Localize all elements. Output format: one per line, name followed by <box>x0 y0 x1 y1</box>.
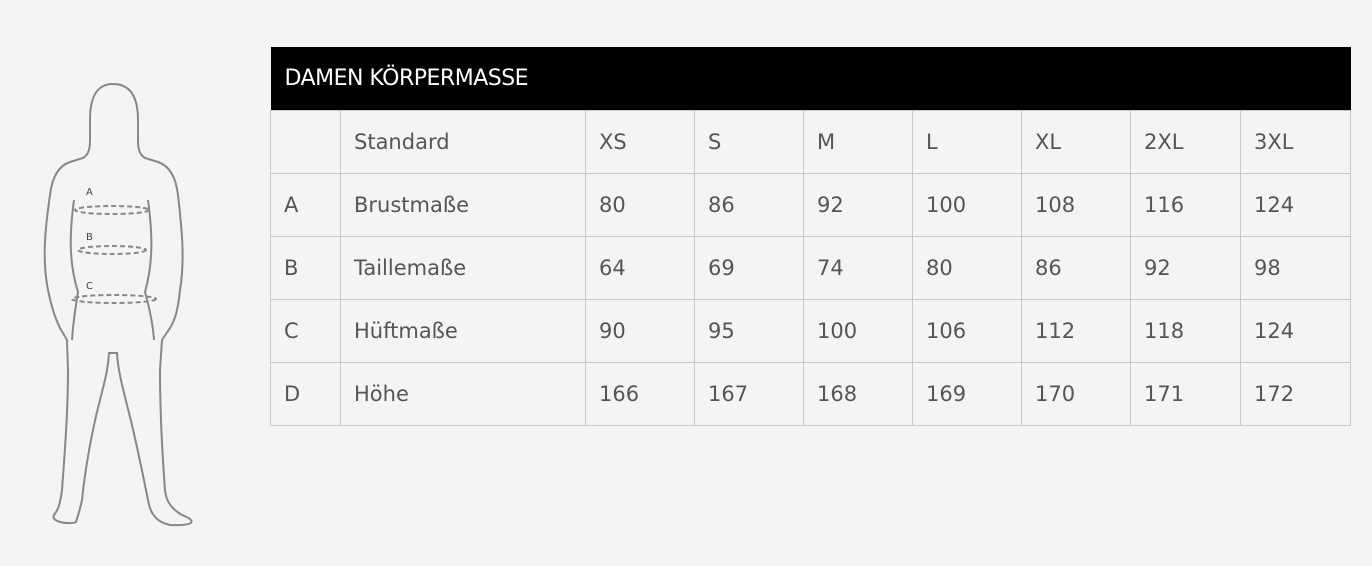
table-row: D Höhe 166 167 168 169 170 171 172 <box>270 362 1352 426</box>
table-cell: 124 <box>1239 173 1352 237</box>
header-cell: XL <box>1021 110 1131 174</box>
header-cell: M <box>803 110 913 174</box>
table-cell: 80 <box>585 173 695 237</box>
table-cell: Höhe <box>340 362 586 426</box>
header-row: Standard XS S M L XL 2XL 3XL <box>270 110 1352 174</box>
table-title: DAMEN KÖRPERMASSE <box>270 47 1351 111</box>
label-a: A <box>86 187 93 198</box>
size-chart-table: DAMEN KÖRPERMASSE Standard XS S M L XL 2… <box>270 47 1352 426</box>
label-c: C <box>86 281 93 292</box>
table-cell: 171 <box>1130 362 1241 426</box>
table-cell: 92 <box>1130 236 1241 300</box>
table-cell: 112 <box>1021 299 1131 363</box>
header-cell: S <box>694 110 804 174</box>
table-cell: 170 <box>1021 362 1131 426</box>
table-cell: 172 <box>1239 362 1352 426</box>
table-cell: A <box>270 173 341 237</box>
table-cell: D <box>270 362 341 426</box>
table-cell: B <box>270 236 341 300</box>
table-cell: 168 <box>803 362 913 426</box>
table-cell: 64 <box>585 236 695 300</box>
table-cell: 86 <box>694 173 804 237</box>
table-cell: 118 <box>1130 299 1241 363</box>
table-cell: 100 <box>912 173 1022 237</box>
measure-line-a <box>74 205 150 215</box>
table-cell: 90 <box>585 299 695 363</box>
body-outline <box>43 82 193 527</box>
inner-arm-lines <box>69 199 155 341</box>
header-cell: XS <box>585 110 695 174</box>
header-cell: 3XL <box>1239 110 1352 174</box>
table-cell: 108 <box>1021 173 1131 237</box>
measure-line-b <box>77 245 147 255</box>
table-cell: 116 <box>1130 173 1241 237</box>
table-cell: 80 <box>912 236 1022 300</box>
table-cell: 69 <box>694 236 804 300</box>
table-cell: 106 <box>912 299 1022 363</box>
measure-line-c <box>71 294 157 304</box>
table-row: C Hüftmaße 90 95 100 106 112 118 124 <box>270 299 1352 363</box>
table-row: B Taillemaße 64 69 74 80 86 92 98 <box>270 236 1352 300</box>
table-cell: 98 <box>1239 236 1352 300</box>
table-cell: 124 <box>1239 299 1352 363</box>
table-cell: 100 <box>803 299 913 363</box>
table-cell: Hüftmaße <box>340 299 586 363</box>
table-cell: 74 <box>803 236 913 300</box>
table-cell: Taillemaße <box>340 236 586 300</box>
table-cell: 86 <box>1021 236 1131 300</box>
table-cell: C <box>270 299 341 363</box>
table-cell: Brustmaße <box>340 173 586 237</box>
table-cell: 166 <box>585 362 695 426</box>
table-cell: 95 <box>694 299 804 363</box>
body-measurement-figure: A B C <box>43 82 193 527</box>
table-cell: 169 <box>912 362 1022 426</box>
header-cell: Standard <box>340 110 586 174</box>
header-cell <box>270 110 341 174</box>
table-cell: 167 <box>694 362 804 426</box>
header-cell: L <box>912 110 1022 174</box>
label-b: B <box>86 232 93 243</box>
table-row: A Brustmaße 80 86 92 100 108 116 124 <box>270 173 1352 237</box>
table-cell: 92 <box>803 173 913 237</box>
header-cell: 2XL <box>1130 110 1241 174</box>
